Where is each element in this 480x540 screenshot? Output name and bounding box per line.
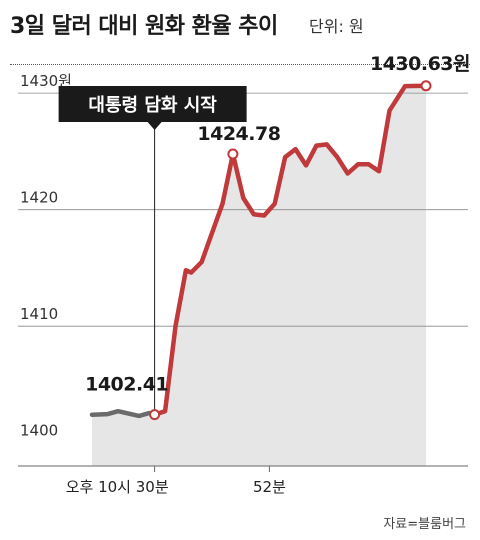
data-label-1: 1424.78 xyxy=(197,123,280,145)
area-fill xyxy=(92,85,426,467)
y-tick-label-1430: 1430원 xyxy=(20,72,72,90)
source-label: 자료=블룸버그 xyxy=(383,517,466,532)
data-point-1 xyxy=(227,148,239,160)
top-rule xyxy=(10,64,470,65)
event-badge-label: 대통령 담화 시작 xyxy=(88,95,217,116)
x-tick-label-0: 오후 10시 30분 xyxy=(66,478,169,496)
y-tick-label-1400: 1400 xyxy=(20,422,58,440)
series-line-after xyxy=(152,83,429,417)
data-label-2: 1430.63원 xyxy=(370,53,470,75)
event-badge xyxy=(58,86,247,122)
y-tick-label-1420: 1420 xyxy=(20,189,58,207)
data-label-0: 1402.41 xyxy=(85,374,168,396)
title-row: 3일 달러 대비 원화 환율 추이 단위: 원 xyxy=(10,0,470,40)
data-point-0 xyxy=(149,409,161,421)
event-badge-pointer xyxy=(147,122,162,130)
y-tick-label-1410: 1410 xyxy=(20,305,58,323)
chart-title: 3일 달러 대비 원화 환율 추이 xyxy=(10,14,278,39)
data-point-2 xyxy=(420,80,432,92)
x-tick-label-1: 52분 xyxy=(253,478,286,496)
unit-label: 단위: 원 xyxy=(309,17,364,36)
